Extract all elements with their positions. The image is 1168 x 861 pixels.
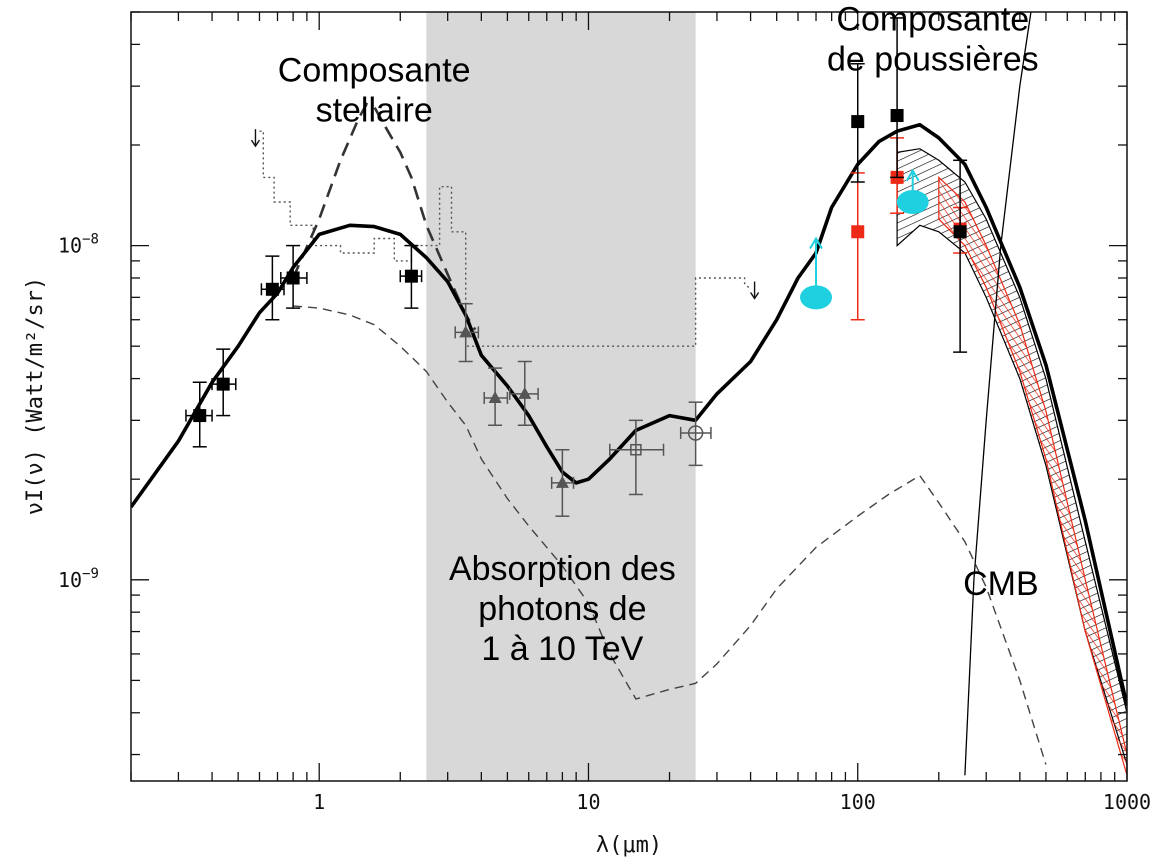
data-point [550, 448, 575, 517]
data-point [260, 255, 285, 321]
x-axis-label: λ(μm) [596, 833, 662, 858]
dust-red-hatched-band [938, 176, 1127, 776]
y-tick-label: 10−8 [58, 232, 99, 258]
series-cmb [964, 12, 1032, 776]
series-dotted-limit [259, 130, 752, 347]
data-point [679, 401, 712, 467]
data-points [185, 17, 968, 517]
annotation-text: CMB [963, 565, 1039, 603]
data-point [609, 419, 665, 496]
series-dashed-stellar [291, 102, 477, 331]
dust-hatched-band [896, 148, 1127, 765]
upper-limit-arrow [750, 281, 760, 300]
plot-frame [130, 11, 1128, 782]
data-point [483, 367, 509, 427]
x-tick-label: 100 [840, 790, 876, 814]
data-point [211, 348, 237, 417]
data-point [280, 244, 308, 309]
cyan-lower-limit [896, 168, 929, 215]
upper-limit-arrow [250, 129, 261, 148]
limit-markers [250, 129, 929, 310]
data-point [399, 244, 423, 309]
cyan-lower-limit [800, 236, 833, 310]
data-point [890, 17, 905, 179]
data-point [185, 381, 213, 448]
shaded-band [426, 12, 696, 781]
data-point [508, 360, 539, 427]
axis-ticks: 1 10 100 1000 10−9 10−8 [58, 11, 1151, 814]
y-axis-label: νI(ν) (Watt/m²/sr) [23, 277, 48, 515]
data-point [454, 302, 480, 363]
x-tick-label: 10 [576, 790, 600, 814]
x-tick-label: 1 [313, 790, 325, 814]
data-point [850, 63, 865, 183]
data-point [953, 159, 968, 353]
series-total-model [131, 122, 1127, 707]
annotation-text: Composante de poussières [827, 1, 1039, 79]
annotation-text: Absorption des photons de 1 à 10 TeV [449, 550, 676, 668]
series-thin-dashed [293, 305, 1047, 765]
annotations: Composante stellaire Composante de poussièr… [278, 1, 1039, 668]
x-tick-label: 1000 [1103, 790, 1151, 814]
y-tick-label: 10−9 [58, 566, 99, 592]
annotation-text: Composante stellaire [278, 51, 471, 129]
data-point [850, 172, 865, 321]
